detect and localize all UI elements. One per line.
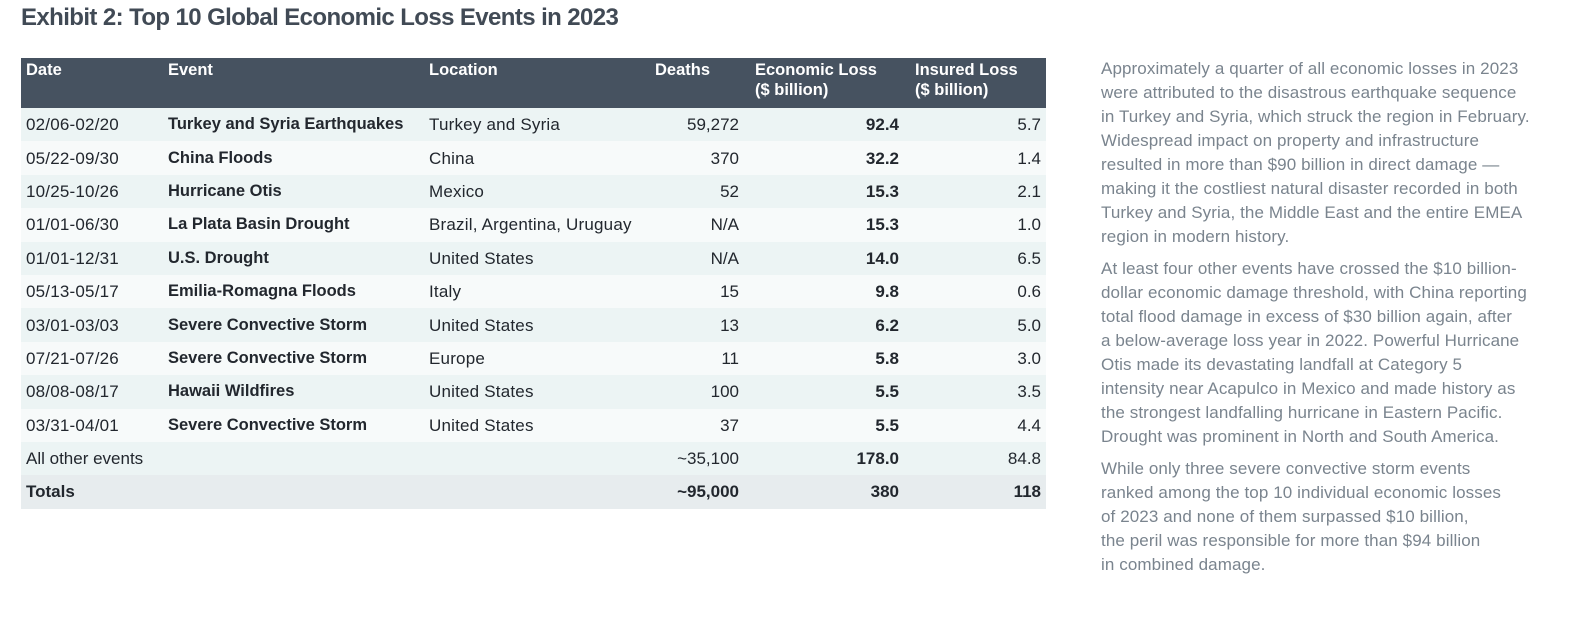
table-row: 10/25-10/26 Hurricane Otis Mexico 52 15.… (21, 174, 1046, 209)
cell-deaths: 15 (720, 282, 739, 302)
cell-economic-loss: 5.5 (875, 382, 899, 402)
table-row: 05/13-05/17 Emilia-Romagna Floods Italy … (21, 274, 1046, 309)
cell-event: Hawaii Wildfires (168, 382, 295, 401)
cell-location: United States (429, 315, 534, 335)
cell-date: 01/01-06/30 (26, 215, 119, 235)
cell-event: U.S. Drought (168, 248, 269, 267)
other-events-deaths: ~35,100 (677, 449, 739, 469)
cell-economic-loss: 9.8 (875, 282, 899, 302)
cell-event: La Plata Basin Drought (168, 215, 350, 234)
cell-event: Hurricane Otis (168, 181, 282, 200)
cell-date: 10/25-10/26 (26, 181, 119, 201)
totals-economic-loss: 380 (870, 482, 899, 502)
cell-location: Italy (429, 282, 462, 302)
totals-insured-loss: 118 (1013, 482, 1041, 502)
cell-location: China (429, 148, 475, 168)
cell-event: Severe Convective Storm (168, 348, 368, 367)
commentary-paragraph-3: While only three severe convective storm… (1101, 459, 1502, 574)
cell-insured-loss: 5.0 (1017, 315, 1041, 335)
cell-event: Emilia-Romagna Floods (168, 282, 356, 301)
cell-insured-loss: 0.6 (1017, 282, 1041, 302)
cell-deaths: 59,272 (687, 115, 739, 135)
cell-economic-loss: 5.5 (875, 415, 899, 435)
cell-insured-loss: 2.1 (1017, 181, 1041, 201)
cell-location: United States (429, 382, 534, 402)
cell-deaths: 370 (710, 148, 739, 168)
cell-date: 08/08-08/17 (26, 382, 119, 402)
cell-economic-loss: 5.8 (875, 348, 899, 368)
other-events-row: All other events ~35,100 178.0 84.8 (21, 441, 1046, 476)
header-insured-loss-line1: Insured Loss (915, 61, 1018, 79)
cell-date: 01/01-12/31 (26, 248, 119, 268)
table-row: 03/31-04/01 Severe Convective Storm Unit… (21, 408, 1046, 442)
commentary-panel: Approximately a quarter of all economic … (1101, 57, 1561, 585)
cell-economic-loss: 32.2 (865, 148, 899, 168)
cell-event: Severe Convective Storm (168, 415, 368, 434)
header-location: Location (429, 61, 498, 79)
table-row: 03/01-03/03 Severe Convective Storm Unit… (21, 308, 1046, 342)
other-events-label: All other events (26, 449, 144, 469)
totals-deaths: ~95,000 (677, 482, 739, 502)
cell-insured-loss: 1.4 (1017, 148, 1041, 168)
cell-insured-loss: 5.7 (1017, 115, 1041, 135)
cell-event: Severe Convective Storm (168, 315, 368, 334)
cell-location: United States (429, 248, 534, 268)
cell-economic-loss: 6.2 (875, 315, 899, 335)
cell-date: 03/01-03/03 (26, 315, 119, 335)
cell-date: 07/21-07/26 (26, 348, 119, 368)
table-header: Date Event Location Deaths Economic Loss… (21, 58, 1046, 108)
cell-insured-loss: 3.5 (1017, 382, 1041, 402)
table-row: 05/22-09/30 China Floods China 370 32.2 … (21, 141, 1046, 175)
cell-insured-loss: 3.0 (1017, 348, 1041, 368)
table-row: 02/06-02/20 Turkey and Syria Earthquakes… (21, 108, 1046, 142)
cell-event: China Floods (168, 148, 273, 167)
cell-deaths: 13 (720, 315, 739, 335)
cell-date: 05/13-05/17 (26, 282, 119, 302)
commentary-paragraph-2: At least four other events have crossed … (1101, 259, 1527, 446)
cell-deaths: 52 (720, 181, 739, 201)
table-header-row: Date Event Location Deaths Economic Loss… (21, 58, 1046, 108)
exhibit-title: Exhibit 2: Top 10 Global Economic Loss E… (21, 4, 619, 31)
cell-economic-loss: 14.0 (865, 248, 899, 268)
cell-deaths: 11 (721, 348, 739, 368)
header-insured-loss-line2: ($ billion) (915, 81, 989, 99)
table-row: 01/01-06/30 La Plata Basin Drought Brazi… (21, 208, 1046, 242)
table-row: 07/21-07/26 Severe Convective Storm Euro… (21, 341, 1046, 376)
cell-deaths: 37 (720, 415, 739, 435)
cell-economic-loss: 15.3 (865, 181, 899, 201)
totals-label: Totals (26, 482, 75, 502)
cell-location: Brazil, Argentina, Uruguay (429, 215, 632, 235)
other-events-economic-loss: 178.0 (856, 449, 899, 469)
cell-deaths: N/A (710, 215, 739, 235)
cell-date: 05/22-09/30 (26, 148, 119, 168)
cell-insured-loss: 4.4 (1017, 415, 1041, 435)
header-economic-loss-line1: Economic Loss (755, 61, 877, 79)
table-row: 08/08-08/17 Hawaii Wildfires United Stat… (21, 375, 1046, 409)
other-events-insured-loss: 84.8 (1007, 449, 1041, 469)
cell-event: Turkey and Syria Earthquakes (168, 115, 404, 134)
commentary-paragraph-1: Approximately a quarter of all economic … (1101, 59, 1530, 246)
economic-loss-table: Date Event Location Deaths Economic Loss… (21, 58, 1046, 509)
cell-location: United States (429, 415, 534, 435)
cell-location: Turkey and Syria (429, 115, 561, 135)
cell-insured-loss: 1.0 (1017, 215, 1041, 235)
header-economic-loss: Economic Loss ($ billion) (744, 58, 904, 108)
cell-date: 03/31-04/01 (26, 415, 119, 435)
cell-date: 02/06-02/20 (26, 115, 119, 135)
cell-location: Mexico (429, 181, 485, 201)
header-economic-loss-line2: ($ billion) (755, 81, 829, 99)
cell-location: Europe (429, 348, 486, 368)
cell-deaths: 100 (710, 382, 739, 402)
header-event: Event (168, 61, 213, 79)
header-date: Date (26, 61, 62, 79)
table-body: 02/06-02/20 Turkey and Syria Earthquakes… (21, 108, 1046, 509)
cell-deaths: N/A (710, 248, 739, 268)
header-insured-loss: Insured Loss ($ billion) (904, 58, 1046, 108)
table-row: 01/01-12/31 U.S. Drought United States N… (21, 241, 1046, 275)
totals-row: Totals ~95,000 380 118 (21, 475, 1046, 509)
cell-insured-loss: 6.5 (1017, 248, 1041, 268)
cell-economic-loss: 15.3 (865, 215, 899, 235)
cell-economic-loss: 92.4 (865, 115, 899, 135)
header-deaths: Deaths (655, 61, 711, 79)
